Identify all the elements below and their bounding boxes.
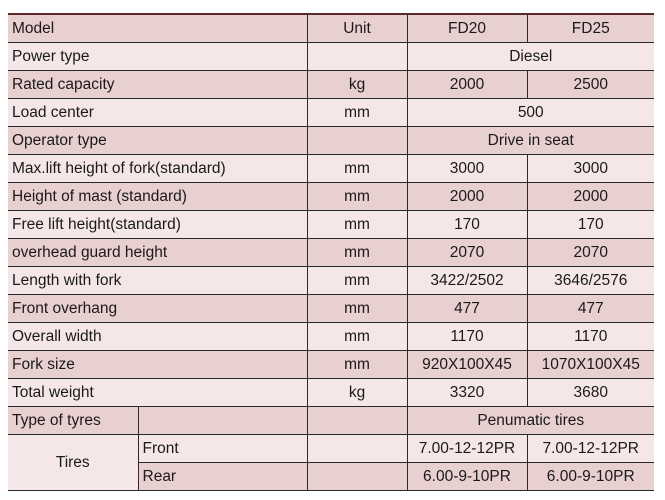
empty-cell: [306, 434, 407, 463]
row-unit: mm: [306, 350, 407, 379]
table-row: Height of mast (standard) mm 2000 2000: [8, 182, 654, 211]
empty-cell: [306, 462, 407, 491]
row-unit: mm: [306, 98, 407, 127]
row-value-fd20: 920X100X45: [406, 350, 527, 379]
table-row: Operator type Drive in seat: [8, 126, 654, 155]
table-row: Length with fork mm 3422/2502 3646/2576: [8, 266, 654, 295]
row-unit: mm: [306, 210, 407, 239]
header-fd20: FD20: [406, 13, 527, 43]
row-value-fd20: 3000: [406, 154, 527, 183]
row-value-fd25: 3680: [526, 378, 654, 407]
table-row: overhead guard height mm 2070 2070: [8, 238, 654, 267]
row-value-fd25: 477: [526, 294, 654, 323]
row-value-fd25: 2500: [526, 70, 654, 99]
row-value-fd20: 1170: [406, 322, 527, 351]
row-label: Rated capacity: [8, 70, 307, 99]
header-fd25: FD25: [526, 13, 654, 43]
row-label: Load center: [8, 98, 307, 127]
rear-fd25: 6.00-9-10PR: [526, 462, 654, 491]
table-row: Front overhang mm 477 477: [8, 294, 654, 323]
row-value-fd20: 477: [406, 294, 527, 323]
table-row: Total weight kg 3320 3680: [8, 378, 654, 407]
row-value-merged: 500: [406, 98, 654, 127]
front-label: Front: [137, 434, 307, 463]
table-row-tyres: Type of tyres Penumatic tires: [8, 406, 654, 435]
row-value-fd20: 2070: [406, 238, 527, 267]
row-value-fd25: 2070: [526, 238, 654, 267]
table-row: Load center mm 500: [8, 98, 654, 127]
row-unit: mm: [306, 182, 407, 211]
rear-fd20: 6.00-9-10PR: [406, 462, 527, 491]
row-label: Power type: [8, 42, 307, 71]
table-row-rear: Rear 6.00-9-10PR 6.00-9-10PR: [8, 462, 654, 491]
row-unit: mm: [306, 238, 407, 267]
row-label: Fork size: [8, 350, 307, 379]
row-unit: mm: [306, 266, 407, 295]
row-label: Free lift height(standard): [8, 210, 307, 239]
row-value-fd25: 2000: [526, 182, 654, 211]
tyres-value: Penumatic tires: [406, 406, 654, 435]
row-label: Length with fork: [8, 266, 307, 295]
row-value-merged: Diesel: [406, 42, 654, 71]
row-value-fd20: 170: [406, 210, 527, 239]
table-row: Overall width mm 1170 1170: [8, 322, 654, 351]
row-unit: kg: [306, 70, 407, 99]
tyres-label: Type of tyres: [8, 406, 138, 435]
row-label: Front overhang: [8, 294, 307, 323]
table-row: Power type Diesel: [8, 42, 654, 71]
table-row-front: Tires Front 7.00-12-12PR 7.00-12-12PR: [8, 434, 654, 491]
spec-table: Model Unit FD20 FD25 Power type Diesel Rat…: [8, 13, 654, 491]
tires-label: Tires: [8, 434, 138, 491]
row-unit: kg: [306, 378, 407, 407]
row-unit: mm: [306, 322, 407, 351]
header-unit: Unit: [306, 13, 407, 43]
front-fd25: 7.00-12-12PR: [526, 434, 654, 463]
table-row: Rated capacity kg 2000 2500: [8, 70, 654, 99]
row-value-fd25: 1070X100X45: [526, 350, 654, 379]
row-value-merged: Drive in seat: [406, 126, 654, 155]
row-value-fd20: 3320: [406, 378, 527, 407]
row-value-fd20: 2000: [406, 70, 527, 99]
empty-cell: [306, 406, 407, 435]
front-fd20: 7.00-12-12PR: [406, 434, 527, 463]
table-row: Fork size mm 920X100X45 1070X100X45: [8, 350, 654, 379]
row-label: Max.lift height of fork(standard): [8, 154, 307, 183]
row-value-fd20: 3422/2502: [406, 266, 527, 295]
row-label: overhead guard height: [8, 238, 307, 267]
header-row: Model Unit FD20 FD25: [8, 13, 654, 43]
row-value-fd20: 2000: [406, 182, 527, 211]
row-label: Height of mast (standard): [8, 182, 307, 211]
row-unit: mm: [306, 294, 407, 323]
table-row: Free lift height(standard) mm 170 170: [8, 210, 654, 239]
row-value-fd25: 170: [526, 210, 654, 239]
row-unit: [306, 126, 407, 155]
empty-cell: [137, 406, 307, 435]
row-value-fd25: 3646/2576: [526, 266, 654, 295]
rear-label: Rear: [137, 462, 307, 491]
header-model: Model: [8, 13, 307, 43]
row-label: Operator type: [8, 126, 307, 155]
row-unit: mm: [306, 154, 407, 183]
row-label: Overall width: [8, 322, 307, 351]
row-label: Total weight: [8, 378, 307, 407]
row-value-fd25: 1170: [526, 322, 654, 351]
table-row: Max.lift height of fork(standard) mm 3000 3…: [8, 154, 654, 183]
row-unit: [306, 42, 407, 71]
row-value-fd25: 3000: [526, 154, 654, 183]
